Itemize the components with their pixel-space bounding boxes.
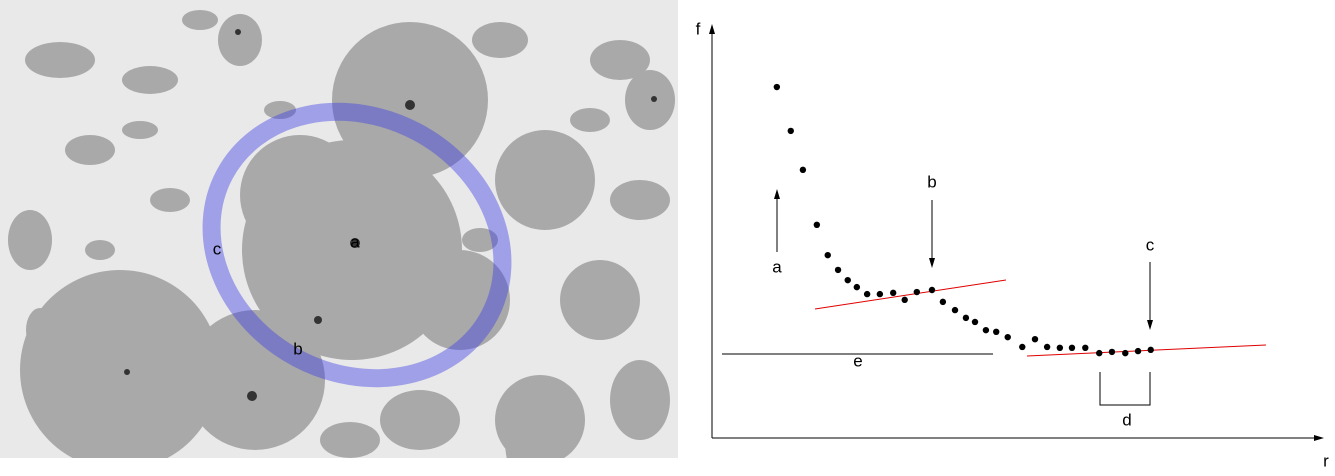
tangent-lines [814,279,1267,357]
x-axis-label: r [1323,451,1329,470]
arrow-head [709,24,715,34]
sky-image [0,0,678,458]
data-point [1082,344,1089,351]
data-point [1134,347,1142,355]
data-point [962,314,970,322]
data-point [834,266,842,274]
data-point [993,328,1000,336]
data-point [1122,349,1129,357]
data-point [939,298,947,306]
data-point [1147,346,1154,354]
data-point [913,288,921,296]
arrow-heads [774,189,1153,330]
data-point [901,296,908,304]
data-point [863,290,871,298]
data-point [1068,344,1076,351]
image-label: b [293,339,302,358]
data-point [971,318,979,326]
data-point [1031,335,1039,343]
data-point [813,221,821,228]
image-label: c [213,239,222,258]
data-point [787,127,794,135]
data-point [844,276,851,284]
annotation-lines [722,196,1151,406]
data-point [951,306,959,314]
data-point [1096,349,1103,357]
annotation-label: e [853,351,862,370]
data-point [889,289,897,297]
data-point [1004,333,1011,341]
data-point [1043,343,1051,351]
data-point [773,83,781,91]
annotation-label: b [927,172,936,191]
data-point [853,283,861,291]
arrow-head [1314,435,1324,441]
data-point [982,326,990,334]
data-point [1019,343,1026,351]
axes [711,30,1318,439]
data-point [876,290,884,298]
image-label: a [350,232,360,251]
annotation-label: c [1146,235,1155,254]
data-point [1108,348,1116,356]
data-point [799,166,807,174]
data-point [1056,344,1064,351]
data-point [928,286,936,294]
annotation-label: a [772,257,782,276]
y-axis-label: f [696,19,701,38]
data-point [824,251,831,259]
annotation-label: d [1122,410,1131,429]
